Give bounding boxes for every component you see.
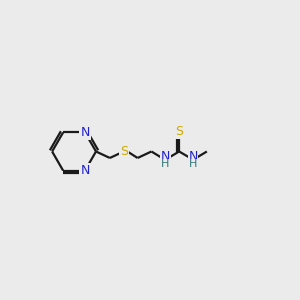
Text: S: S (175, 125, 183, 138)
Text: N: N (80, 126, 90, 139)
Text: N: N (188, 150, 198, 163)
Text: H: H (161, 159, 170, 170)
Text: N: N (160, 150, 170, 163)
Text: N: N (80, 164, 90, 177)
Text: H: H (189, 159, 197, 170)
Text: S: S (120, 145, 128, 158)
